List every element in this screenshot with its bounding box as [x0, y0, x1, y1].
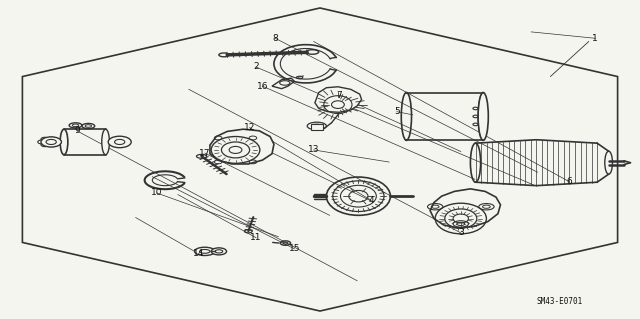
Ellipse shape	[478, 93, 488, 140]
Text: 3: 3	[458, 228, 463, 237]
Ellipse shape	[108, 136, 131, 148]
Text: 15: 15	[289, 244, 300, 253]
Text: 14: 14	[193, 249, 204, 258]
Polygon shape	[311, 124, 323, 130]
Ellipse shape	[211, 248, 227, 255]
Ellipse shape	[41, 137, 61, 147]
Text: 6: 6	[567, 177, 572, 186]
Text: 10: 10	[151, 189, 163, 197]
Polygon shape	[315, 87, 362, 112]
Polygon shape	[430, 189, 500, 228]
Ellipse shape	[102, 129, 109, 155]
Polygon shape	[272, 78, 294, 89]
Text: 1: 1	[593, 34, 598, 43]
Text: 7: 7	[337, 91, 342, 100]
Text: 2: 2	[253, 63, 259, 71]
Text: 5: 5	[394, 107, 399, 116]
Text: 13: 13	[308, 145, 319, 154]
Text: 11: 11	[250, 233, 262, 242]
Text: 12: 12	[244, 123, 255, 132]
Text: 4: 4	[369, 197, 374, 205]
Text: 9: 9	[74, 126, 79, 135]
Polygon shape	[210, 129, 274, 164]
Text: 16: 16	[257, 82, 268, 91]
Text: 17: 17	[199, 149, 211, 158]
Text: SM43-E0701: SM43-E0701	[537, 297, 583, 306]
Ellipse shape	[195, 247, 215, 256]
Text: 8: 8	[273, 34, 278, 43]
